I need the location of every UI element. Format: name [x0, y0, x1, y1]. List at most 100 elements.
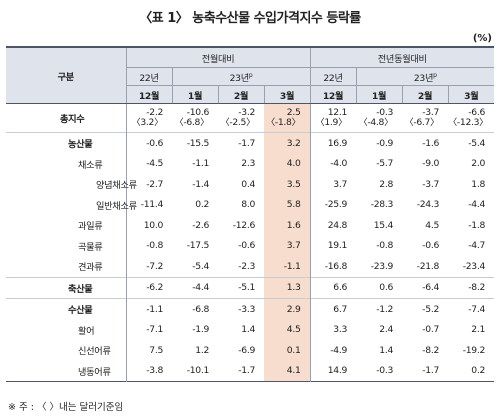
- table-cell: 2.3: [241, 158, 255, 170]
- dollar-basis-value: 〈-2.5〉: [220, 117, 255, 128]
- table-cell: 14.9: [309, 360, 356, 382]
- table-cell: 1.2: [195, 344, 209, 356]
- table-cell: 3.2: [264, 132, 310, 154]
- table-cell: -6.8: [172, 298, 218, 320]
- row-label: 일반채소류: [6, 194, 137, 215]
- table-cell: -6.4: [402, 276, 448, 299]
- dollar-basis-value: 〈-4.8〉: [358, 117, 393, 128]
- header-year-22-mom: 22년: [125, 67, 172, 86]
- table-cell: 2.4: [379, 324, 393, 336]
- table-row: 활어 -7.1 -1.9 1.4 4.5 3.3 2.4 -0.7 2.1: [6, 319, 494, 340]
- row-label: 총지수: [6, 103, 126, 133]
- dollar-basis-value: 〈-12.3〉: [448, 117, 489, 128]
- table-cell: -7.2: [125, 256, 172, 277]
- table-row: 곡물류 -0.8 -17.5 -0.6 3.7 19.1 -0.8 -0.6 -4.7: [6, 235, 494, 256]
- row-label: 과일류: [6, 215, 126, 236]
- table-cell: 6.6: [309, 276, 356, 299]
- table-cell: -8.2: [448, 276, 494, 299]
- table-cell: -4.9: [309, 340, 356, 361]
- table-row: 총지수 -2.2 〈3.2〉 -10.6 〈-6.8〉 -3.2 〈-2.5〉 2.5 〈-1.…: [6, 103, 494, 133]
- table-cell: -0.3: [376, 365, 393, 377]
- table-cell: -4.4: [468, 199, 485, 211]
- row-label: 축산물: [6, 276, 126, 299]
- table-cell: -28.3: [370, 199, 394, 211]
- table-title: 〈표 1〉 농축수산물 수입가격지수 등락률: [139, 11, 361, 26]
- table-cell: 8.0: [241, 199, 255, 211]
- table-cell: -21.8: [416, 260, 440, 272]
- header-year-22-yoy: 22년: [309, 67, 356, 86]
- row-label: 수산물: [6, 298, 126, 320]
- table-cell: 0.4: [241, 178, 255, 190]
- table-cell: 1.3: [264, 276, 310, 299]
- table-cell: 2.0: [471, 158, 485, 170]
- table-cell: -19.2: [462, 344, 486, 356]
- table-cell: -8.2: [422, 344, 439, 356]
- table-cell: -12.6: [232, 219, 256, 231]
- row-label: 양념채소류: [6, 174, 137, 195]
- table-cell: 16.9: [309, 132, 356, 154]
- table-cell: 3.5: [264, 174, 310, 195]
- dollar-basis-value: 〈-6.7〉: [404, 117, 439, 128]
- table-cell: -17.5: [186, 240, 210, 252]
- header-year-23-yoy: 23년p: [355, 67, 494, 86]
- header-gubun: 구분: [6, 47, 126, 104]
- table-cell: 12.1 〈1.9〉: [309, 103, 356, 133]
- table-cell: -16.8: [309, 256, 356, 277]
- table-cell: 6.7: [309, 298, 356, 320]
- table-cell: -6.9: [238, 344, 255, 356]
- table-cell: 1.4: [379, 344, 393, 356]
- table-cell: -23.9: [370, 260, 394, 272]
- row-label: 신선어류: [6, 340, 126, 361]
- table-cell: -5.4: [448, 132, 494, 154]
- header-month: 12월: [309, 85, 356, 104]
- table-cell: -15.5: [172, 132, 218, 154]
- table-row: 수산물 -1.1 -6.8 -3.3 2.9 6.7 -1.2 -5.2 -7.4: [6, 298, 494, 320]
- table-row: 양념채소류 -2.7 -1.4 0.4 3.5 3.7 2.8 -3.7 1.8: [6, 174, 494, 195]
- table-cell: -3.7 〈-6.7〉: [402, 104, 448, 133]
- table-cell: -0.9: [356, 132, 402, 154]
- table-cell: 2.8: [379, 178, 393, 190]
- table-cell: -6.2: [125, 276, 172, 299]
- table-cell: -3.3: [218, 298, 264, 320]
- header-month: 3월: [447, 85, 494, 104]
- table-cell: -1.7: [238, 365, 255, 377]
- table-cell: 4.5: [425, 219, 439, 231]
- dollar-basis-value: 〈3.2〉: [131, 117, 164, 128]
- table-cell: 4.1: [264, 360, 310, 382]
- table-cell: -0.7: [422, 324, 439, 336]
- row-label: 채소류: [6, 153, 126, 174]
- header-month: 1월: [171, 85, 218, 104]
- table-cell: -1.1: [192, 158, 209, 170]
- table-cell: 3.3: [309, 319, 356, 340]
- dollar-basis-value: 〈1.9〉: [315, 117, 348, 128]
- row-label: 농산물: [6, 132, 126, 154]
- table-cell: -10.6 〈-6.8〉: [172, 104, 218, 133]
- table-cell: 1.8: [471, 178, 485, 190]
- table-cell: -2.3: [238, 260, 255, 272]
- table-cell: -0.6: [422, 240, 439, 252]
- table-cell: -0.6: [125, 132, 172, 154]
- header-year-23-mom: 23년p: [171, 67, 310, 86]
- table-cell: -5.1: [218, 276, 264, 299]
- table-row: 채소류 -4.5 -1.1 2.3 4.0 -4.0 -5.7 -9.0 2.0: [6, 153, 494, 174]
- price-index-table: 구분 전월대비 전년동월대비 22년 23년p 22년 23년p 12월 1월 2월…: [6, 46, 494, 382]
- table-cell: 0.2: [195, 199, 209, 211]
- table-cell: -4.0: [309, 153, 356, 174]
- table-cell: -7.1: [125, 319, 172, 340]
- table-cell: -1.6: [402, 132, 448, 154]
- table-cell: 7.5: [125, 340, 172, 361]
- table-cell: -4.7: [468, 240, 485, 252]
- table-cell: -5.7: [376, 158, 393, 170]
- table-cell: 0.1: [264, 340, 310, 361]
- row-label: 활어: [6, 319, 126, 340]
- table-cell: -3.7: [422, 178, 439, 190]
- table-cell: 15.4: [373, 219, 394, 231]
- table-cell: -4.5: [125, 153, 172, 174]
- table-cell: -5.4: [192, 260, 209, 272]
- table-cell: 4.5: [264, 319, 310, 340]
- header-month: 1월: [355, 85, 402, 104]
- table-cell: -1.2: [356, 298, 402, 320]
- table-cell: -9.0: [422, 158, 439, 170]
- row-label: 냉동어류: [6, 360, 126, 382]
- table-cell: -2.2 〈3.2〉: [125, 103, 172, 133]
